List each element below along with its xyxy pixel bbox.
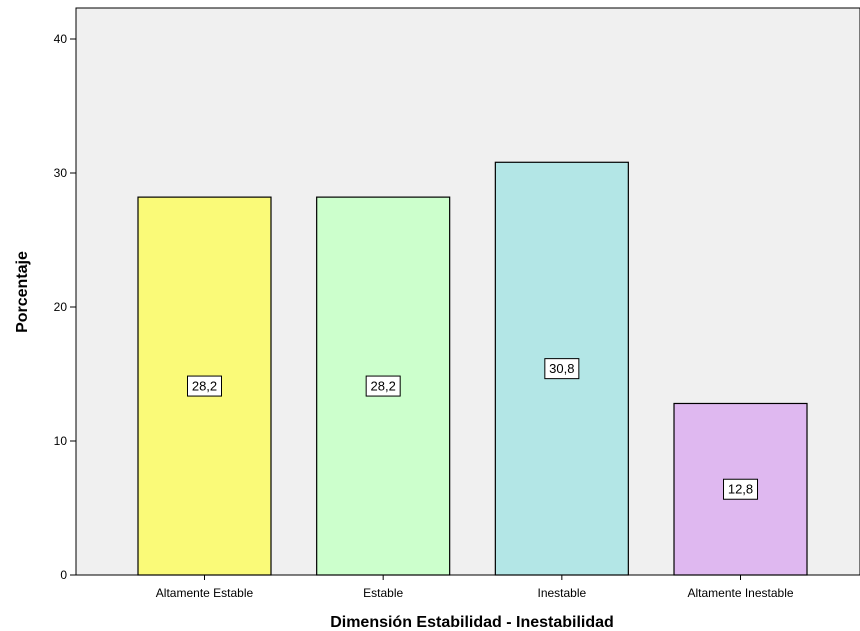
x-tick-label: Estable	[363, 586, 403, 600]
data-label-3: 30,8	[544, 358, 580, 380]
x-tick-label: Inestable	[537, 586, 586, 600]
x-tick-label: Altamente Inestable	[687, 586, 793, 600]
y-tick-label: 0	[60, 568, 67, 582]
data-label-text: 28,2	[192, 379, 217, 394]
data-label-4: 12,8	[723, 478, 759, 500]
data-labels-group: 28,2 28,2 30,8 12,8	[187, 358, 759, 500]
data-label-text: 28,2	[371, 379, 396, 394]
y-tick-label: 30	[54, 166, 68, 180]
y-tick-label: 20	[54, 300, 68, 314]
data-label-box	[365, 375, 401, 397]
y-tick-label: 10	[54, 434, 68, 448]
data-label-2: 28,2	[365, 375, 401, 397]
data-label-1: 28,2	[187, 375, 222, 397]
y-tick-label: 40	[54, 32, 68, 46]
data-label-text: 30,8	[549, 361, 574, 376]
y-axis: 0 10 20 30 40	[54, 32, 76, 582]
x-tick-label: Altamente Estable	[156, 586, 254, 600]
x-axis: Altamente Estable Estable Inestable Altamen…	[156, 575, 794, 600]
y-axis-title: Porcentaje	[14, 251, 31, 333]
x-axis-title: Dimensión Estabilidad - Inestabilidad	[330, 614, 614, 631]
data-label-box	[187, 375, 222, 397]
data-label-text: 12,8	[728, 482, 753, 497]
data-label-box	[723, 478, 759, 500]
data-label-box	[544, 358, 580, 380]
